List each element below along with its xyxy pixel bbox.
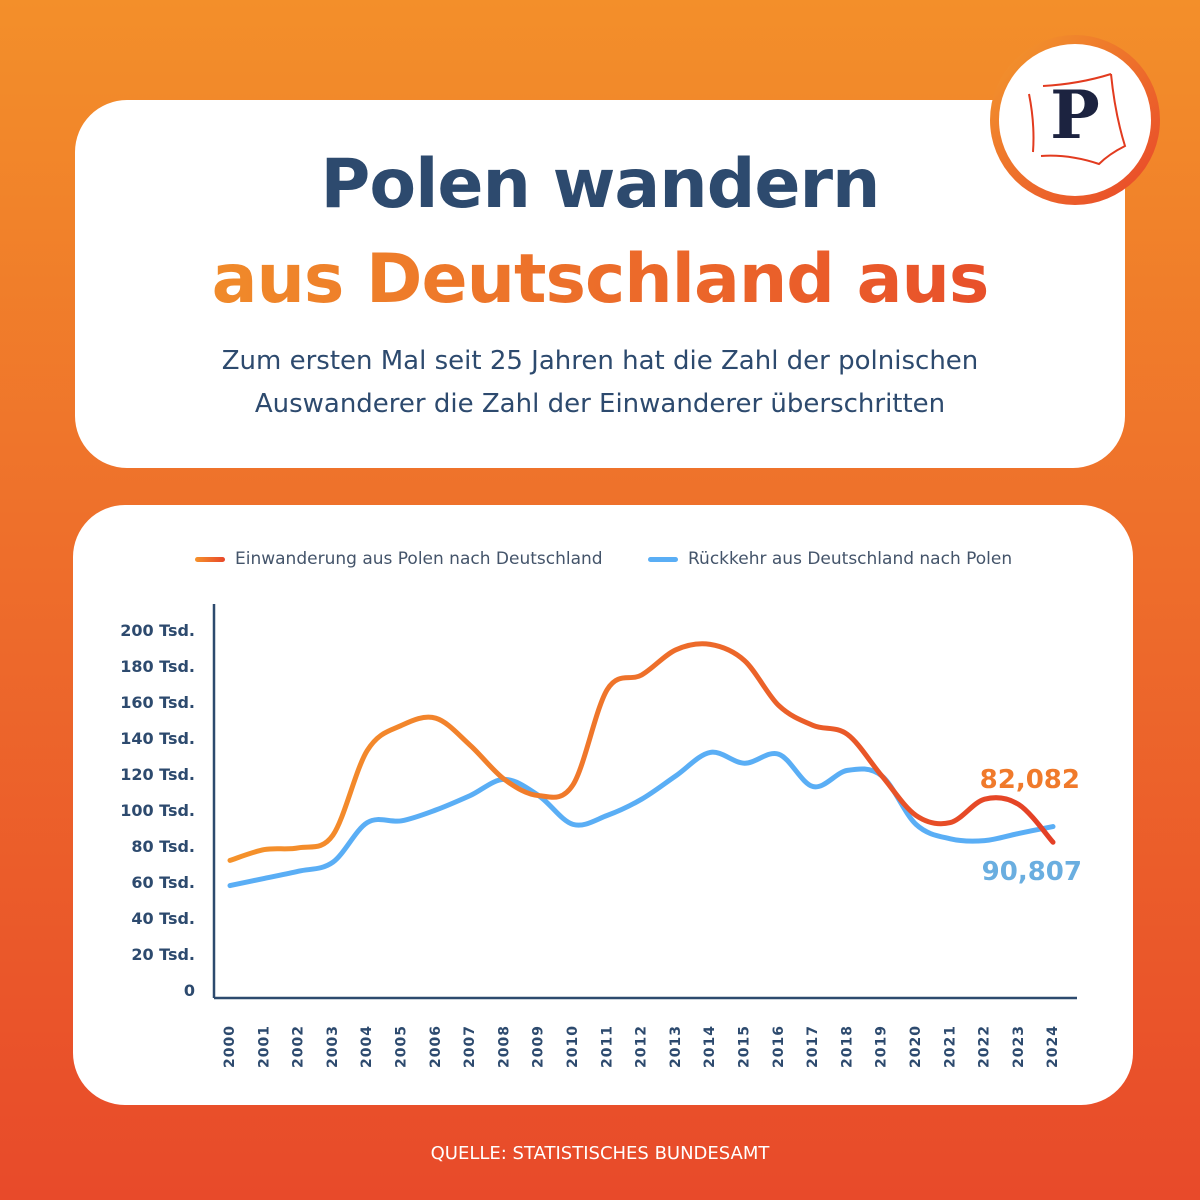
x-tick-label: 2019 [874, 1025, 890, 1068]
legend-label-immigration: Einwanderung aus Polen nach Deutschland [235, 549, 603, 569]
series-line-return [227, 749, 1056, 889]
y-tick-label: 20 Tsd. [131, 945, 195, 964]
title-line-2: aus Deutschland aus [75, 240, 1125, 319]
title-line-1: Polen wandern [320, 145, 881, 224]
header-card: Polen wandern aus Deutschland aus Zum er… [75, 100, 1125, 468]
x-tick-label: 2007 [462, 1025, 478, 1068]
x-tick-label: 2001 [256, 1025, 272, 1068]
legend-item-return: Rückkehr aus Deutschland nach Polen [648, 549, 1012, 569]
x-tick-label: 2021 [942, 1025, 958, 1068]
x-tick-label: 2006 [428, 1025, 444, 1068]
y-tick-label: 160 Tsd. [120, 693, 195, 712]
x-tick-label: 2000 [222, 1025, 238, 1068]
x-tick-label: 2002 [291, 1025, 307, 1068]
y-tick-label: 80 Tsd. [131, 837, 195, 856]
x-tick-label: 2003 [325, 1025, 341, 1068]
y-tick-label: 40 Tsd. [131, 909, 195, 928]
logo-inner: P [999, 44, 1151, 196]
x-tick-label: 2010 [565, 1025, 581, 1068]
y-tick-label: 60 Tsd. [131, 873, 195, 892]
series-line-immigration [227, 641, 1056, 863]
subtitle-line-2: Auswanderer die Zahl der Einwanderer übe… [254, 389, 946, 419]
y-tick-label: 200 Tsd. [120, 621, 195, 640]
x-tick-label: 2004 [359, 1025, 375, 1068]
chart-card: Einwanderung aus Polen nach Deutschland … [73, 505, 1133, 1105]
subtitle: Zum ersten Mal seit 25 Jahren hat die Za… [75, 340, 1125, 426]
end-label-return: 90,807 [982, 857, 1082, 887]
x-tick-label: 2024 [1045, 1025, 1061, 1068]
logo: P [990, 35, 1160, 205]
x-tick-label: 2011 [599, 1025, 615, 1068]
legend-item-immigration: Einwanderung aus Polen nach Deutschland [195, 549, 603, 569]
x-tick-label: 2013 [668, 1025, 684, 1068]
x-tick-label: 2009 [531, 1025, 547, 1068]
x-tick-label: 2015 [737, 1025, 753, 1068]
legend-swatch-blue [648, 556, 678, 562]
x-tick-label: 2022 [977, 1025, 993, 1068]
x-tick-label: 2016 [771, 1025, 787, 1068]
legend-swatch-orange [195, 556, 225, 562]
x-tick-label: 2018 [839, 1025, 855, 1068]
x-tick-label: 2005 [394, 1025, 410, 1068]
x-tick-label: 2014 [702, 1025, 718, 1068]
title-line-2-text: aus Deutschland aus [211, 240, 990, 319]
y-tick-label: 180 Tsd. [120, 657, 195, 676]
y-tick-label: 0 [184, 981, 195, 1000]
x-tick-label: 2020 [908, 1025, 924, 1068]
y-tick-label: 120 Tsd. [120, 765, 195, 784]
legend-label-return: Rückkehr aus Deutschland nach Polen [688, 549, 1013, 569]
x-tick-label: 2008 [496, 1025, 512, 1068]
x-tick-label: 2017 [805, 1025, 821, 1068]
source-note: QUELLE: STATISTISCHES BUNDESAMT [430, 1143, 770, 1164]
subtitle-line-1: Zum ersten Mal seit 25 Jahren hat die Za… [221, 346, 979, 376]
end-label-immigration: 82,082 [980, 765, 1080, 795]
x-tick-label: 2023 [1011, 1025, 1027, 1068]
y-tick-label: 100 Tsd. [120, 801, 195, 820]
logo-frame-icon [1028, 73, 1127, 166]
x-tick-label: 2012 [634, 1025, 650, 1068]
y-tick-label: 140 Tsd. [120, 729, 195, 748]
logo-letter: P [1050, 76, 1100, 154]
